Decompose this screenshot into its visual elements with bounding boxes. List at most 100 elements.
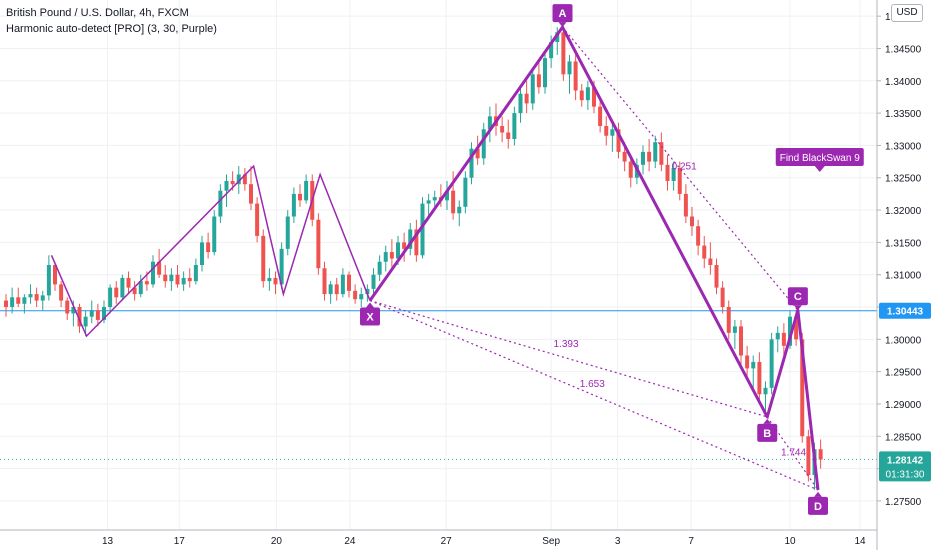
candle-body	[690, 216, 694, 227]
candle-body	[579, 90, 584, 101]
candle-body	[653, 142, 658, 162]
y-tick-label: 1.27500	[885, 497, 922, 508]
y-tick-label: 1.34500	[885, 44, 922, 55]
candle-body	[108, 287, 113, 308]
point-label-d: D	[814, 501, 822, 513]
candle-body	[402, 242, 407, 249]
candle-body	[322, 268, 327, 295]
candle-body	[157, 261, 162, 275]
candle-body	[89, 310, 94, 317]
candle-body	[53, 265, 57, 285]
annotation-pointer	[814, 166, 825, 173]
candle-body	[347, 274, 351, 291]
symbol-title: British Pound / U.S. Dollar, 4h, FXCM	[6, 7, 189, 19]
candle-body	[151, 261, 155, 285]
x-tick-label: 27	[441, 536, 453, 547]
candle-body	[10, 297, 15, 308]
y-tick-label: 1.34000	[885, 77, 922, 88]
y-tick-label: 1.32500	[885, 174, 922, 185]
point-badge-pointer	[763, 418, 772, 424]
point-badge	[757, 423, 778, 442]
x-tick-label: 20	[271, 536, 283, 547]
candle-body	[757, 361, 762, 395]
candle-body	[175, 274, 180, 285]
x-tick-label: 7	[688, 536, 694, 547]
candle-body	[549, 42, 554, 59]
point-label-b: B	[763, 428, 771, 440]
candle-body	[481, 129, 486, 159]
candle-body	[353, 290, 358, 300]
point-badge-pointer	[558, 22, 567, 28]
candle-body	[763, 387, 768, 395]
candle-body	[457, 206, 462, 214]
candle-body	[610, 129, 615, 136]
candle-body	[604, 126, 609, 136]
support-price-label: 1.30443	[887, 307, 924, 318]
y-tick-label: 1.28500	[885, 432, 922, 443]
candle-body	[518, 93, 523, 114]
candle-body	[420, 203, 425, 256]
candle-body	[487, 116, 492, 130]
support-line-layer	[0, 310, 877, 460]
point-badge	[787, 287, 808, 306]
candle-body	[628, 161, 633, 178]
candle-body	[230, 180, 235, 185]
candle-body	[469, 148, 474, 178]
candle-body	[396, 242, 400, 259]
candle-body	[291, 193, 296, 217]
candle-body	[285, 216, 290, 249]
current-price-tag	[879, 451, 931, 482]
ratio-label: 1.653	[580, 379, 605, 390]
candle-body	[696, 226, 701, 246]
point-badge	[552, 4, 573, 23]
candle-body	[132, 287, 137, 295]
candle-body	[304, 180, 309, 201]
candle-body	[506, 132, 511, 139]
candle-body	[71, 307, 76, 314]
candle-body	[794, 316, 799, 340]
candle-body	[138, 281, 143, 295]
candle-body	[726, 307, 731, 333]
x-tick-label: 24	[344, 536, 356, 547]
candle-body	[800, 339, 805, 437]
candle-body	[114, 287, 119, 298]
candle-body	[236, 174, 241, 185]
zigzag-line	[50, 164, 371, 338]
point-badge	[808, 496, 828, 515]
candle-body	[46, 265, 51, 296]
candle-body	[4, 300, 8, 308]
candle-body	[573, 61, 578, 91]
point-label-a: A	[559, 8, 567, 20]
ratio-connector	[369, 299, 768, 418]
candle-body	[720, 287, 725, 308]
ratio-connector	[369, 299, 819, 491]
y-tick-label: 1.31500	[885, 238, 922, 249]
current-price-label: 1.28142	[887, 455, 924, 466]
indicator-label: Harmonic auto-detect [PRO] (3, 30, Purpl…	[6, 23, 217, 35]
candle-body	[249, 184, 253, 204]
candle-body	[16, 297, 21, 304]
candle-body	[732, 326, 737, 333]
candle-body	[359, 294, 364, 300]
candle-body	[567, 61, 572, 75]
harmonic-pattern: 0.251 1.393 1.653 1.744 X A B C D Find BlackSwan …	[50, 4, 864, 515]
candle-body	[451, 190, 456, 214]
candle-body	[671, 168, 676, 181]
candle-body	[806, 436, 811, 476]
candle-body	[641, 151, 645, 165]
grid	[0, 0, 877, 530]
candle-body	[598, 106, 603, 127]
candle-body	[512, 113, 517, 139]
annotation-label: Find BlackSwan 9	[780, 153, 860, 164]
candle-body	[769, 339, 774, 388]
candle-body	[40, 295, 45, 301]
candle-body	[475, 148, 480, 159]
candle-body	[622, 151, 627, 162]
candle-body	[267, 277, 272, 282]
candle-body	[95, 310, 100, 320]
candle-body	[775, 332, 780, 340]
currency-button[interactable]: USD	[891, 4, 923, 22]
candle-body	[683, 193, 688, 217]
